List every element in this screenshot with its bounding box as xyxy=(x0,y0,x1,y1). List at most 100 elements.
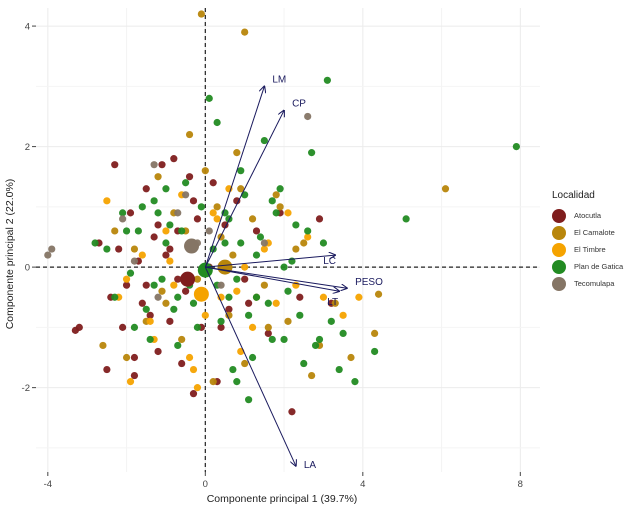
point-plan-de-gatica xyxy=(351,378,359,386)
point-el-camalote xyxy=(441,185,450,193)
point-el-camalote xyxy=(300,239,308,247)
point-atocutla xyxy=(217,323,225,331)
legend-items: Atocutla El Camalote El Timbre Plan de Gati… xyxy=(552,207,624,292)
point-plan-de-gatica xyxy=(182,179,190,187)
point-el-timbre xyxy=(284,209,292,217)
x-axis-label: Componente principal 1 (39.7%) xyxy=(207,493,358,505)
legend-item-atocutla: Atocutla xyxy=(552,207,624,224)
point-atocutla xyxy=(119,323,127,331)
point-atocutla xyxy=(103,365,111,374)
point-atocutla xyxy=(130,353,139,362)
point-plan-de-gatica xyxy=(154,209,162,217)
point-el-camalote xyxy=(225,311,233,319)
y-tick-label: 0 xyxy=(25,263,30,274)
point-atocutla xyxy=(189,197,198,205)
point-el-camalote xyxy=(209,378,217,386)
point-el-camalote xyxy=(185,130,194,139)
point-el-timbre xyxy=(122,275,131,283)
point-plan-de-gatica xyxy=(158,275,166,283)
point-el-camalote xyxy=(217,233,225,241)
point-el-camalote xyxy=(272,191,280,199)
point-el-camalote xyxy=(201,167,209,175)
point-plan-de-gatica xyxy=(308,149,316,157)
point-plan-de-gatica xyxy=(221,239,229,247)
point-tecomulapa xyxy=(217,281,225,289)
loading-label-lm: LM xyxy=(272,74,286,85)
point-el-camalote xyxy=(241,28,249,36)
axis-ticks: -4 0 4 8 -2 0 2 4 xyxy=(22,22,523,490)
point-plan-de-gatica xyxy=(189,299,198,307)
point-plan-de-gatica xyxy=(150,281,158,289)
point-atocutla xyxy=(142,281,150,289)
centroid-el-camalote xyxy=(217,259,233,275)
point-plan-de-gatica xyxy=(205,94,213,102)
point-el-camalote xyxy=(193,275,202,283)
point-el-timbre xyxy=(355,293,363,301)
legend-item-el-timbre: El Timbre xyxy=(552,241,624,258)
point-plan-de-gatica xyxy=(252,251,261,259)
point-el-timbre xyxy=(319,293,328,301)
point-tecomulapa xyxy=(44,251,52,259)
point-atocutla xyxy=(245,299,253,307)
point-atocutla xyxy=(138,299,146,307)
point-el-timbre xyxy=(233,287,241,295)
point-plan-de-gatica xyxy=(233,275,241,283)
point-el-camalote xyxy=(347,353,355,362)
point-el-camalote xyxy=(122,353,131,362)
point-atocutla xyxy=(233,197,241,205)
point-el-timbre xyxy=(126,378,135,386)
point-plan-de-gatica xyxy=(371,347,379,356)
point-el-timbre xyxy=(260,245,268,253)
point-el-camalote xyxy=(260,281,268,289)
loading-arrows: LM CP LC PESO LT LA xyxy=(204,74,383,471)
point-plan-de-gatica xyxy=(268,335,276,344)
point-plan-de-gatica xyxy=(323,76,331,84)
point-atocutla xyxy=(193,215,202,223)
point-tecomulapa xyxy=(119,215,127,223)
reference-lines xyxy=(36,8,540,472)
point-el-camalote xyxy=(229,251,237,259)
loading-arrow-lc xyxy=(205,255,335,268)
point-el-timbre xyxy=(201,311,209,319)
point-el-camalote xyxy=(178,335,186,344)
point-plan-de-gatica xyxy=(304,227,312,235)
loading-arrow-la xyxy=(204,266,296,466)
point-el-camalote xyxy=(284,317,292,325)
point-atocutla xyxy=(166,245,174,253)
point-el-timbre xyxy=(241,263,249,271)
legend-label-plan-de-gatica: Plan de Gatica xyxy=(574,262,624,271)
point-atocutla xyxy=(115,245,123,253)
point-plan-de-gatica xyxy=(319,239,328,247)
point-plan-de-gatica xyxy=(150,197,158,205)
centroid-atocutla xyxy=(180,271,196,287)
point-el-camalote xyxy=(276,203,284,211)
point-plan-de-gatica xyxy=(225,215,233,223)
point-el-camalote xyxy=(111,227,119,235)
loading-label-lt: LT xyxy=(327,297,338,308)
point-atocutla xyxy=(111,161,119,169)
point-atocutla xyxy=(166,317,174,325)
data-points xyxy=(44,10,520,416)
point-plan-de-gatica xyxy=(91,239,99,247)
point-plan-de-gatica xyxy=(193,323,202,331)
point-atocutla xyxy=(150,233,158,241)
legend-label-el-timbre: El Timbre xyxy=(574,245,606,254)
legend-label-atocutla: Atocutla xyxy=(574,211,602,220)
legend-swatch-el-timbre xyxy=(552,242,566,257)
legend-swatch-tecomulapa xyxy=(552,276,566,291)
point-plan-de-gatica xyxy=(300,359,308,368)
point-el-timbre xyxy=(103,197,111,205)
point-el-camalote xyxy=(197,10,205,18)
point-el-timbre xyxy=(170,281,178,289)
point-tecomulapa xyxy=(260,239,268,247)
point-atocutla xyxy=(170,155,178,163)
loading-arrow-lt xyxy=(205,266,339,291)
point-plan-de-gatica xyxy=(237,239,245,247)
point-tecomulapa xyxy=(182,191,190,199)
point-el-camalote xyxy=(264,323,272,331)
point-el-camalote xyxy=(130,245,139,253)
point-plan-de-gatica xyxy=(103,245,111,253)
legend-label-tecomulapa: Tecomulapa xyxy=(574,279,615,288)
point-plan-de-gatica xyxy=(134,227,142,235)
